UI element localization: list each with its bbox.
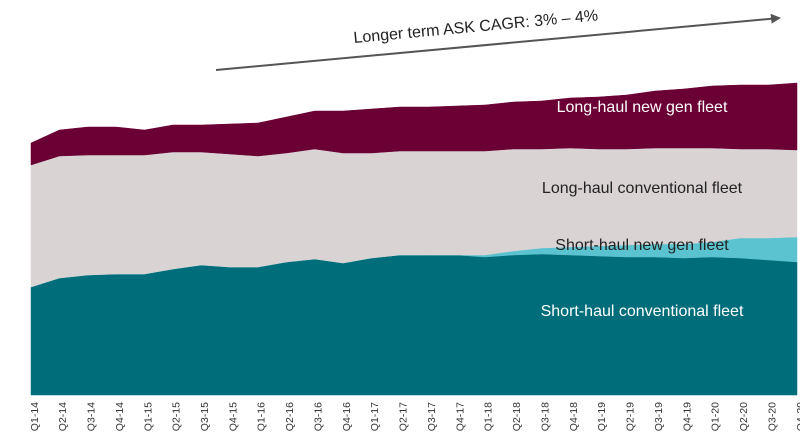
x-tick-label: Q2-15 (171, 402, 183, 431)
area-short-haul-conventional-fleet (30, 253, 798, 396)
x-tick-label: Q1-18 (483, 402, 495, 431)
x-tick-label: Q2-18 (511, 402, 523, 431)
area-layers (30, 82, 798, 396)
x-tick-label: Q1-15 (142, 402, 154, 431)
x-tick-label: Q3-15 (199, 402, 211, 431)
x-tick-label: Q3-18 (539, 402, 551, 431)
x-tick-label: Q3-20 (766, 402, 778, 431)
x-tick-label: Q2-19 (625, 402, 637, 431)
trend-arrow (215, 13, 781, 71)
x-tick-label: Q4-16 (341, 402, 353, 431)
x-tick-label: Q4-20 (795, 402, 800, 431)
x-tick-label: Q2-14 (57, 402, 69, 431)
x-tick-label: Q2-20 (738, 402, 750, 431)
area-long-haul-new-gen-fleet (30, 82, 798, 166)
x-tick-label: Q2-16 (284, 402, 296, 431)
x-tick-label: Q1-14 (29, 402, 41, 431)
x-tick-label: Q3-19 (653, 402, 665, 431)
x-tick-label: Q3-16 (312, 402, 324, 431)
annotation-group: Longer term ASK CAGR: 3% – 4% (215, 7, 781, 71)
x-tick-label: Q1-17 (369, 402, 381, 431)
x-tick-label: Q3-17 (426, 402, 438, 431)
x-tick-label: Q4-19 (681, 402, 693, 431)
x-tick-label: Q4-15 (227, 402, 239, 431)
label-short-haul-conventional-fleet: Short-haul conventional fleet (541, 303, 744, 320)
label-short-haul-new-gen-fleet: Short-haul new gen fleet (555, 237, 729, 254)
x-tick-label: Q1-20 (710, 402, 722, 431)
x-tick-label: Q1-19 (596, 402, 608, 431)
series-labels: Short-haul conventional fleet Short-haul … (541, 99, 744, 320)
x-tick-label: Q4-18 (568, 402, 580, 431)
x-tick-label: Q1-16 (256, 402, 268, 431)
cagr-annotation: Longer term ASK CAGR: 3% – 4% (353, 7, 599, 47)
x-tick-label: Q4-14 (114, 402, 126, 431)
label-long-haul-conventional-fleet: Long-haul conventional fleet (542, 180, 743, 197)
x-tick-label: Q2-17 (398, 402, 410, 431)
x-tick-label: Q4-17 (454, 402, 466, 431)
x-tick-label: Q3-14 (86, 402, 98, 431)
x-axis-tick-labels: Q1-14 Q2-14 Q3-14 Q4-14 Q1-15 Q2-15 Q3-15 Q4-15… (29, 402, 800, 431)
label-long-haul-new-gen-fleet: Long-haul new gen fleet (557, 99, 728, 116)
